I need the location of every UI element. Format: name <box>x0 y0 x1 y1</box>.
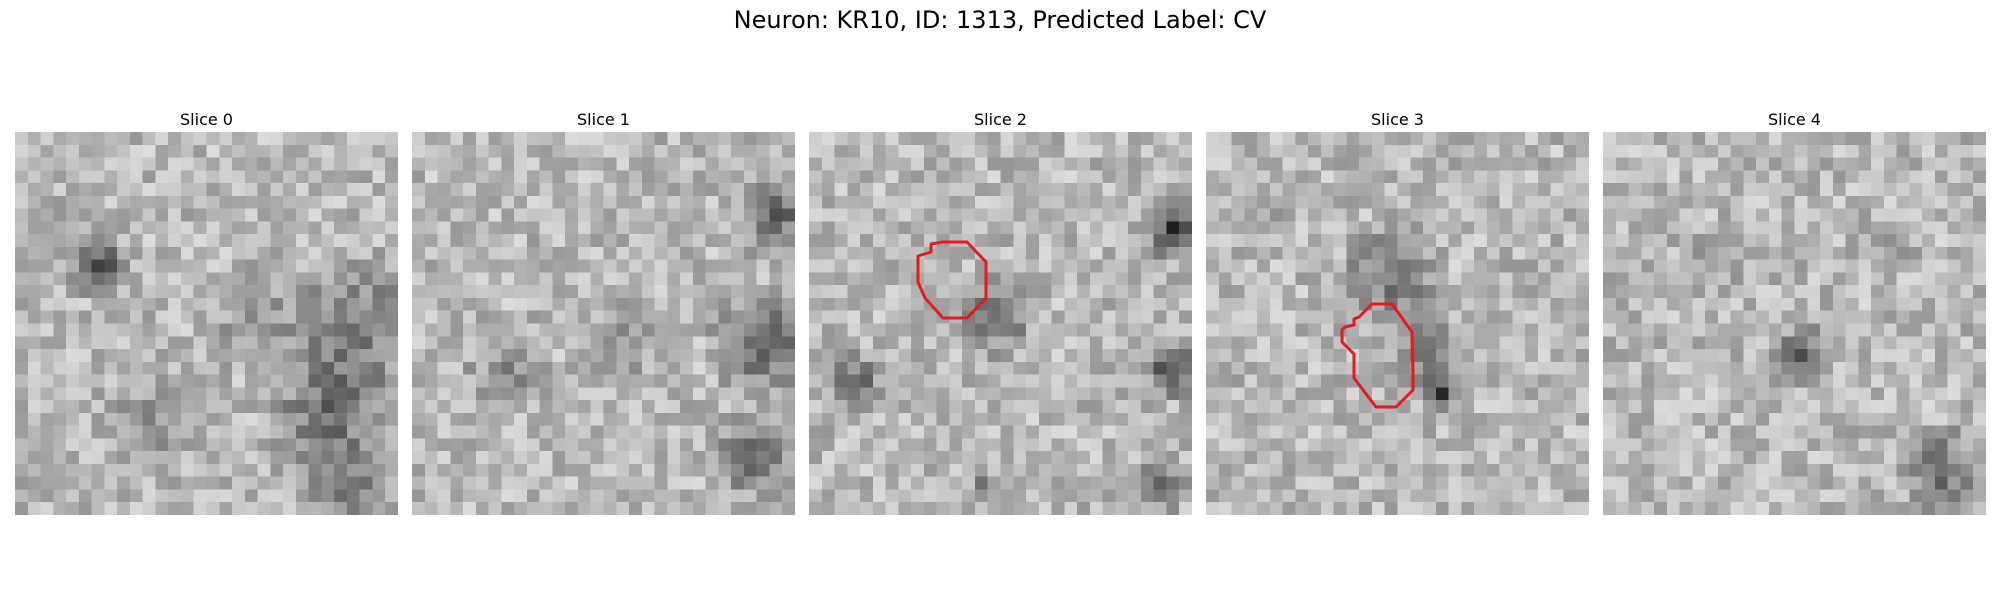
slice-title: Slice 4 <box>1768 110 1821 129</box>
slice-title: Slice 0 <box>180 110 233 129</box>
em-slice-image <box>15 132 398 515</box>
em-slice-image <box>1206 132 1589 515</box>
em-slice-image <box>1603 132 1986 515</box>
slice-panel-3: Slice 3 <box>1206 108 1589 515</box>
slice-title: Slice 3 <box>1371 110 1424 129</box>
slice-panel-0: Slice 0 <box>15 108 398 515</box>
slice-panel-4: Slice 4 <box>1603 108 1986 515</box>
slice-panel-1: Slice 1 <box>412 108 795 515</box>
slice-title: Slice 1 <box>577 110 630 129</box>
segmentation-contour <box>916 240 988 320</box>
em-slice-image <box>809 132 1192 515</box>
figure-title: Neuron: KR10, ID: 1313, Predicted Label:… <box>733 6 1267 34</box>
slice-panel-2: Slice 2 <box>809 108 1192 515</box>
slice-title: Slice 2 <box>974 110 1027 129</box>
segmentation-contour <box>1340 302 1415 409</box>
em-slice-image <box>412 132 795 515</box>
